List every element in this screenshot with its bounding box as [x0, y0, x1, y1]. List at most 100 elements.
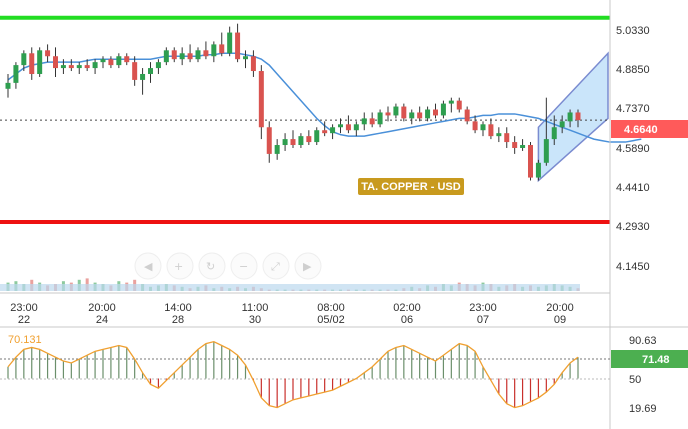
candle-body [211, 44, 217, 57]
oscillator-value-label: 70.131 [8, 334, 42, 346]
arrow-left-icon: ◀ [144, 260, 153, 273]
price-tick: 4.2930 [616, 221, 650, 233]
candle-body [5, 82, 11, 89]
candle-body [84, 65, 90, 69]
candle-body [535, 162, 541, 178]
day-label: 30 [249, 314, 261, 326]
candle-body [148, 68, 153, 74]
oscillator-value-tag [611, 350, 688, 368]
candle-body [195, 50, 201, 60]
day-label: 06 [401, 314, 413, 326]
time-label: 02:00 [393, 302, 421, 314]
time-label: 20:00 [546, 302, 574, 314]
scroll-left-icon[interactable] [134, 252, 162, 280]
candle-body [68, 65, 74, 69]
channel-fill [537, 51, 609, 183]
oscillator-panel: 70.131 90.63 50 19.69 71.48 [0, 326, 688, 415]
channel-shape [537, 51, 609, 183]
candle-body [425, 109, 431, 119]
candle-body [322, 130, 328, 134]
candle-body [140, 73, 146, 80]
oscillator-histogram [7, 341, 579, 408]
time-axis: 23:00 22 20:00 24 14:00 28 11:00 30 08:0… [0, 292, 610, 326]
candle-body [385, 112, 391, 116]
candle-body [488, 124, 494, 137]
candle-body [60, 65, 66, 69]
expand-icon: ⤢ [271, 260, 280, 273]
instrument-tag: TA. COPPER - USD [358, 178, 464, 195]
scroll-right-icon[interactable] [294, 252, 322, 280]
candle-body [179, 53, 185, 60]
oscillator-tick: 90.63 [629, 335, 657, 347]
candle-body [353, 124, 359, 131]
candle-body [448, 100, 454, 104]
day-label: 22 [18, 314, 30, 326]
candle-body [21, 53, 27, 66]
candle-body [369, 118, 375, 125]
candle-body [13, 65, 19, 83]
candle-body [409, 112, 415, 119]
day-label: 09 [554, 314, 566, 326]
price-tick: 4.8850 [616, 64, 650, 76]
candle-body [45, 50, 51, 57]
candle-body [243, 56, 248, 60]
oscillator-tick: 50 [629, 374, 641, 386]
volume-area [0, 284, 580, 291]
candle-body [53, 56, 58, 69]
candle-body [496, 133, 502, 137]
instrument-tag-background [358, 178, 464, 195]
candle-body [37, 50, 43, 74]
candle-body [377, 112, 383, 125]
candle-body [171, 50, 177, 60]
time-label: 14:00 [164, 302, 192, 314]
day-label: 07 [477, 314, 489, 326]
candle-body [567, 112, 573, 122]
time-label: 20:00 [88, 302, 116, 314]
last-price-tag [611, 120, 688, 138]
fit-icon[interactable] [262, 252, 290, 280]
price-tick: 4.5890 [616, 143, 650, 155]
candle-body [203, 50, 209, 57]
candle-body [401, 106, 407, 119]
candle-body [464, 109, 470, 122]
zoom-reset-icon[interactable] [198, 252, 226, 280]
candle-body [155, 62, 161, 69]
arrow-right-icon: ▶ [303, 260, 312, 273]
day-label: 05/02 [317, 314, 345, 326]
candle-body [250, 56, 256, 72]
candle-body [282, 139, 288, 146]
candlesticks [5, 23, 581, 181]
candle-body [361, 118, 367, 125]
oscillator-line [7, 340, 579, 409]
time-label: 08:00 [317, 302, 345, 314]
candle-body [551, 127, 557, 140]
candle-body [124, 56, 130, 63]
candle-body [520, 145, 526, 148]
candle-body [235, 32, 241, 60]
time-label: 11:00 [242, 302, 269, 314]
time-label: 23:00 [10, 302, 38, 314]
zoom-in-icon[interactable] [166, 252, 194, 280]
last-price-label: 4.6640 [624, 124, 658, 136]
candle-body [417, 112, 423, 119]
zoom-out-icon[interactable] [230, 252, 258, 280]
refresh-icon: ↻ [206, 260, 215, 273]
candle-body [472, 121, 478, 131]
minus-icon: − [239, 260, 248, 273]
volume-bars [0, 278, 580, 291]
candle-body [433, 109, 438, 116]
price-tick: 4.1450 [616, 261, 650, 273]
candle-body [440, 103, 446, 116]
day-label: 24 [96, 314, 108, 326]
candle-body [92, 62, 98, 69]
candle-body [528, 145, 533, 178]
candle-body [76, 65, 82, 69]
candle-body [219, 44, 225, 54]
candle-body [575, 112, 581, 121]
oscillator-current-value: 71.48 [642, 354, 670, 366]
candle-body [274, 145, 280, 154]
candle-body [338, 124, 343, 128]
candle-body [100, 59, 106, 63]
candle-body [314, 130, 320, 143]
